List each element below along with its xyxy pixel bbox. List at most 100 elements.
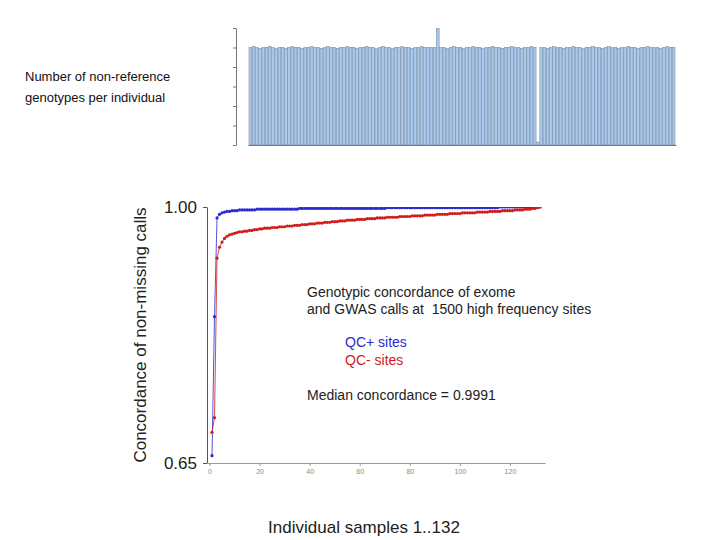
bar — [297, 48, 300, 146]
x-axis: 020406080100120 — [208, 463, 546, 475]
bar — [524, 48, 527, 146]
series — [210, 207, 541, 457]
x-axis-title: Individual samples 1..132 — [268, 518, 460, 537]
legend: QC+ sitesQC- sites — [345, 334, 407, 368]
bar — [663, 48, 666, 146]
bar — [446, 48, 449, 145]
y-axis-line — [207, 208, 208, 464]
annotation: Genotypic concordance of exome — [307, 284, 516, 300]
bar — [621, 48, 624, 146]
point — [210, 454, 213, 457]
y-axis-tick — [233, 87, 236, 88]
bar — [582, 48, 585, 145]
bar — [294, 48, 297, 146]
y-axis-tick: 0.65 — [164, 454, 207, 473]
bar — [627, 47, 630, 145]
bar — [495, 48, 498, 146]
bar — [375, 48, 378, 145]
bar — [301, 48, 304, 145]
bar — [608, 47, 611, 145]
bar — [346, 47, 349, 145]
bar — [401, 47, 404, 145]
bar — [385, 48, 388, 146]
bar — [288, 48, 291, 146]
x-axis-tick: 0 — [208, 463, 212, 475]
bar — [559, 48, 562, 146]
bar — [595, 48, 598, 146]
bar — [427, 48, 430, 146]
bar — [643, 48, 646, 146]
y-axis-tick-mark — [233, 106, 236, 107]
bar — [533, 48, 536, 146]
bar — [398, 48, 401, 146]
y-axis-tick-mark — [233, 28, 236, 29]
bar — [391, 48, 394, 145]
bar — [617, 48, 620, 145]
x-axis-tick: 80 — [406, 463, 414, 475]
bar — [381, 47, 384, 145]
bar — [575, 48, 578, 146]
y-axis-tick-mark — [203, 463, 207, 464]
y-axis-tick-mark — [233, 67, 236, 68]
bar — [285, 48, 288, 145]
bar — [614, 48, 617, 146]
x-axis-tick-label: 120 — [505, 468, 517, 475]
bar — [268, 47, 271, 145]
bar — [465, 48, 468, 146]
bar — [440, 48, 443, 146]
bar — [514, 48, 517, 146]
bar — [511, 47, 514, 145]
y-axis-tick-mark — [233, 48, 236, 49]
bar — [485, 48, 488, 146]
bar — [520, 48, 523, 145]
bar — [640, 48, 643, 146]
bar — [469, 48, 472, 146]
y-axis-tick-mark — [233, 145, 236, 146]
bar — [320, 48, 323, 145]
y-axis: 0.65 1.00 — [164, 198, 208, 473]
x-axis-tick-mark — [310, 463, 311, 466]
bar — [624, 48, 627, 146]
bar — [637, 48, 640, 145]
x-axis-tick: 120 — [505, 463, 517, 475]
x-axis-tick-label: 60 — [356, 468, 364, 475]
chart-title: Number of non-referencegenotypes per ind… — [25, 69, 170, 105]
bar — [252, 47, 255, 145]
bar — [472, 47, 475, 145]
bar — [579, 48, 582, 146]
legend-entry: QC+ sites — [345, 334, 407, 350]
bar — [420, 47, 423, 145]
x-axis-tick-label: 80 — [406, 468, 414, 475]
bar — [430, 48, 433, 146]
bar — [456, 48, 459, 146]
bar — [262, 48, 265, 146]
y-axis-tick — [233, 126, 236, 127]
y-axis-tick-mark — [233, 87, 236, 88]
bar — [411, 48, 414, 145]
bar — [310, 47, 313, 145]
bar — [275, 48, 278, 145]
point — [218, 246, 221, 249]
y-axis-tick-mark — [233, 126, 236, 127]
x-axis-line — [208, 463, 546, 464]
bar — [656, 48, 659, 146]
x-axis-tick: 40 — [306, 463, 314, 475]
bar — [265, 48, 268, 146]
x-axis-tick-mark — [260, 463, 261, 466]
point — [223, 237, 226, 240]
y-axis-tick — [233, 48, 236, 49]
y-axis-tick-label: 1.00 — [164, 198, 197, 217]
x-axis-tick-mark — [210, 463, 211, 466]
bar — [507, 48, 510, 146]
bar — [604, 48, 607, 146]
bar — [314, 48, 317, 146]
x-axis-tick-mark — [460, 463, 461, 466]
point — [213, 416, 216, 419]
bar — [666, 47, 669, 145]
point — [220, 241, 223, 244]
bar — [281, 48, 284, 146]
bar — [369, 48, 372, 146]
bar — [650, 48, 653, 146]
chart-title-line: Number of non-reference — [25, 69, 170, 84]
x-axis-tick: 60 — [356, 463, 364, 475]
